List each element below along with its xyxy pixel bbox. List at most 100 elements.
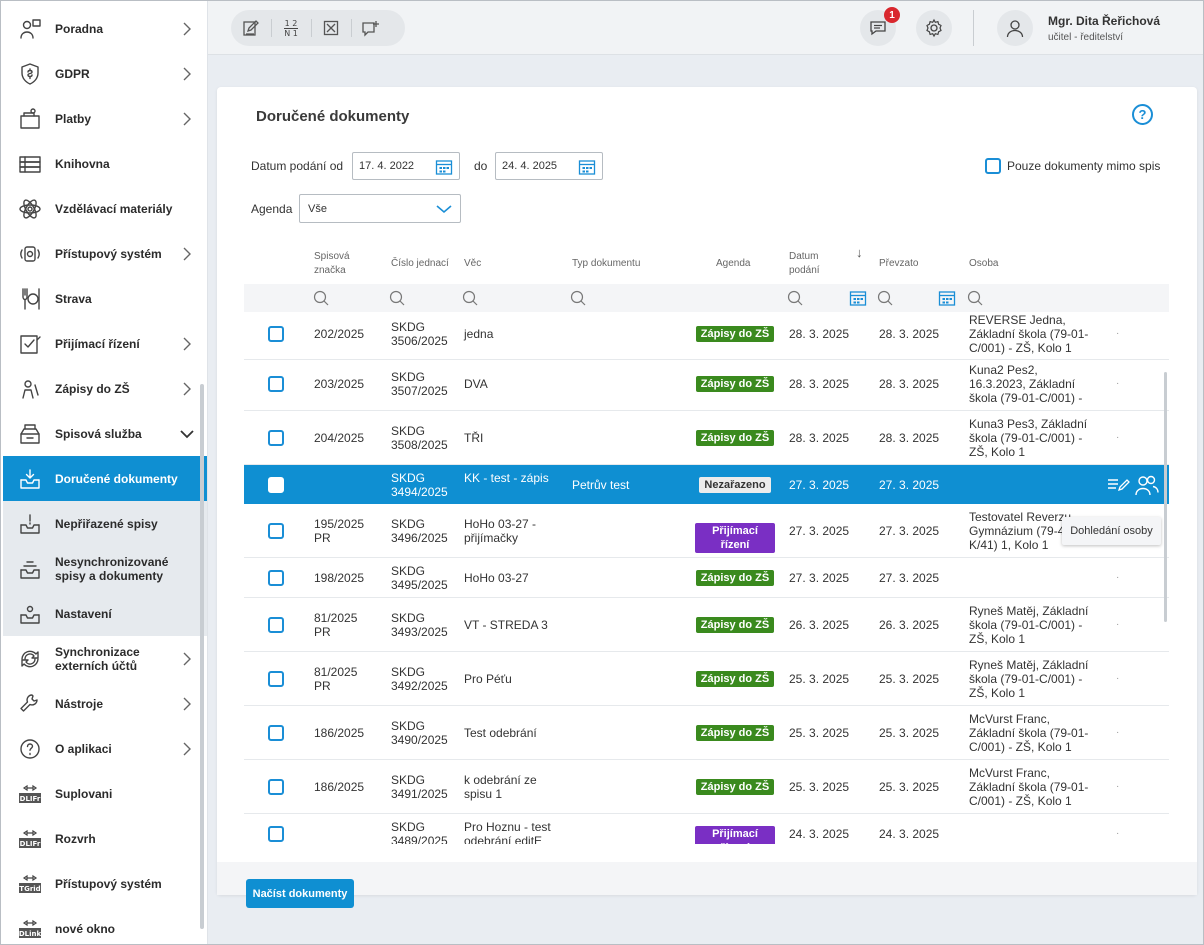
calendar-icon[interactable] <box>435 158 453 176</box>
agenda-select[interactable]: Vše <box>299 194 461 223</box>
col-header-agenda[interactable]: Agenda <box>716 258 751 269</box>
calendar-icon[interactable] <box>849 289 867 307</box>
sidebar-item[interactable]: Zápisy do ZŠ <box>3 366 207 411</box>
date-to-field[interactable]: 24. 4. 2025 <box>495 152 603 180</box>
sidebar-item[interactable]: Nepřiřazené spisy <box>3 501 207 546</box>
cell-datum: 28. 3. 2025 <box>789 377 850 391</box>
table-scrollbar[interactable] <box>1164 372 1167 622</box>
sidebar-item[interactable]: TGrid Přístupový systém <box>3 861 207 906</box>
sidebar-item[interactable]: Synchronizace externích účtů <box>3 636 207 681</box>
date-from-field[interactable]: 17. 4. 2022 <box>352 152 460 180</box>
row-checkbox[interactable] <box>268 826 284 842</box>
checkbox[interactable] <box>985 158 1001 174</box>
sidebar-item[interactable]: Spisová služba <box>3 411 207 456</box>
cell-datum: 25. 3. 2025 <box>789 672 850 686</box>
sidebar-item[interactable]: Poradna <box>3 6 207 51</box>
col-header-osoba[interactable]: Osoba <box>969 258 999 269</box>
sidebar-item[interactable]: Platby <box>3 96 207 141</box>
table-row[interactable]: 195/2025 PR SKDG 3496/2025 HoHo 03-27 - př… <box>244 504 1169 558</box>
search-icon[interactable] <box>570 290 586 306</box>
messages-button[interactable]: 1 <box>860 7 900 46</box>
calendar-icon[interactable] <box>578 158 596 176</box>
row-action-icon[interactable]: · <box>1116 727 1120 738</box>
row-checkbox[interactable] <box>268 523 284 539</box>
row-action-icon[interactable]: · <box>1116 432 1120 443</box>
sidebar-item[interactable]: Doručené dokumenty <box>3 456 207 501</box>
table-row[interactable]: 81/2025 PR SKDG 3492/2025 Pro Péťu Zápisy d… <box>244 652 1169 706</box>
sidebar-item[interactable]: O aplikaci <box>3 726 207 771</box>
row-action-icon[interactable]: · <box>1116 828 1120 839</box>
sidebar-item[interactable]: DLink nové okno <box>3 906 207 944</box>
row-checkbox[interactable] <box>268 570 284 586</box>
col-header-typ[interactable]: Typ dokumentu <box>572 258 641 269</box>
row-checkbox[interactable] <box>268 326 284 342</box>
row-action-icon[interactable]: · <box>1116 673 1120 684</box>
sort-bottom-label: N 1 <box>284 27 298 38</box>
sidebar-item[interactable]: Strava <box>3 276 207 321</box>
table-row[interactable]: 81/2025 PR SKDG 3493/2025 VT - STREDA 3 Záp… <box>244 598 1169 652</box>
sidebar-item[interactable]: Vzdělávací materiály <box>3 186 207 231</box>
sidebar-item[interactable]: Přístupový systém <box>3 231 207 276</box>
sidebar-item[interactable]: Nástroje <box>3 681 207 726</box>
row-action-icon[interactable]: · <box>1116 328 1120 339</box>
sidebar-icon: TGrid <box>17 871 43 897</box>
svg-text:DLIFr: DLIFr <box>20 795 41 803</box>
edit-list-icon[interactable] <box>1106 475 1130 498</box>
find-person-icon[interactable] <box>1134 474 1160 499</box>
search-icon[interactable] <box>462 290 478 306</box>
sort-arrow-icon[interactable]: ↓ <box>856 245 863 260</box>
table-row[interactable]: SKDG 3489/2025 Pro Hoznu - test odebrání … <box>244 814 1169 844</box>
sidebar-scrollbar[interactable] <box>200 384 204 929</box>
row-action-icon[interactable]: · <box>1116 378 1120 389</box>
sidebar-item[interactable]: DLIFr Rozvrh <box>3 816 207 861</box>
sidebar-item[interactable]: GDPR <box>3 51 207 96</box>
sidebar-item[interactable]: Knihovna <box>3 141 207 186</box>
search-icon[interactable] <box>389 290 405 306</box>
table-row[interactable]: 186/2025 SKDG 3491/2025 k odebrání ze spis… <box>244 760 1169 814</box>
table-row[interactable]: SKDG 3494/2025 KK - test - zápis Petrův te… <box>244 465 1169 504</box>
sidebar-item-label: Suplovani <box>55 786 113 801</box>
row-checkbox[interactable] <box>268 430 284 446</box>
cell-vec: k odebrání ze spisu 1 <box>464 773 537 801</box>
edit-button[interactable] <box>231 10 271 46</box>
sidebar-item[interactable]: Nastavení <box>3 591 207 636</box>
row-checkbox[interactable] <box>268 779 284 795</box>
col-header-spis[interactable]: Spisová značka <box>314 251 350 276</box>
col-header-vec[interactable]: Věc <box>464 258 482 269</box>
sidebar-item[interactable]: Nesynchronizované spisy a dokumenty <box>3 546 207 591</box>
col-header-prevzato[interactable]: Převzato <box>879 258 919 269</box>
table-row[interactable]: 186/2025 SKDG 3490/2025 Test odebrání Zápis… <box>244 706 1169 760</box>
col-header-cj[interactable]: Číslo jednací <box>391 258 449 269</box>
close-box-button[interactable] <box>311 10 351 46</box>
row-checkbox[interactable] <box>268 617 284 633</box>
sidebar-item[interactable]: Přijímací řízení <box>3 321 207 366</box>
col-header-datum[interactable]: Datum podání <box>789 251 820 276</box>
table-row[interactable]: 203/2025 SKDG 3507/2025 DVA Zápisy do ZŠ 28.… <box>244 357 1169 411</box>
search-icon[interactable] <box>313 290 329 306</box>
sidebar-item-label: Poradna <box>55 21 104 36</box>
row-action-icon[interactable]: · <box>1116 619 1120 630</box>
cell-osoba: Kuna3 Pes3, Základní škola (79-01-C/001)… <box>969 417 1088 459</box>
table-row[interactable]: 204/2025 SKDG 3508/2025 TŘI Zápisy do ZŠ 28.… <box>244 411 1169 465</box>
row-checkbox[interactable] <box>268 376 284 392</box>
table-row[interactable]: 202/2025 SKDG 3506/2025 jedna Zápisy do ZŠ 2… <box>244 312 1169 360</box>
settings-button[interactable] <box>916 10 952 46</box>
search-icon[interactable] <box>967 290 983 306</box>
add-message-button[interactable] <box>351 10 391 46</box>
sidebar-item[interactable]: DLIFr Suplovani <box>3 771 207 816</box>
search-icon[interactable] <box>787 290 803 306</box>
cell-datum: 25. 3. 2025 <box>789 726 850 740</box>
outside-file-checkbox[interactable]: Pouze dokumenty mimo spis <box>985 158 1160 174</box>
user-menu[interactable]: Mgr. Dita Řeřichová učitel - ředitelství <box>997 10 1197 46</box>
row-action-icon[interactable]: · <box>1116 572 1120 583</box>
search-icon[interactable] <box>877 290 893 306</box>
calendar-icon[interactable] <box>938 289 956 307</box>
help-button[interactable]: ? <box>1132 104 1153 125</box>
row-checkbox[interactable] <box>268 671 284 687</box>
row-checkbox[interactable] <box>268 476 284 493</box>
load-documents-button[interactable]: Načíst dokumenty <box>246 879 354 908</box>
table-row[interactable]: 198/2025 SKDG 3495/2025 HoHo 03-27 Zápisy d… <box>244 558 1169 598</box>
row-action-icon[interactable]: · <box>1116 781 1120 792</box>
sort-numbers-button[interactable]: 1 2 N 1 <box>271 10 311 46</box>
row-checkbox[interactable] <box>268 725 284 741</box>
